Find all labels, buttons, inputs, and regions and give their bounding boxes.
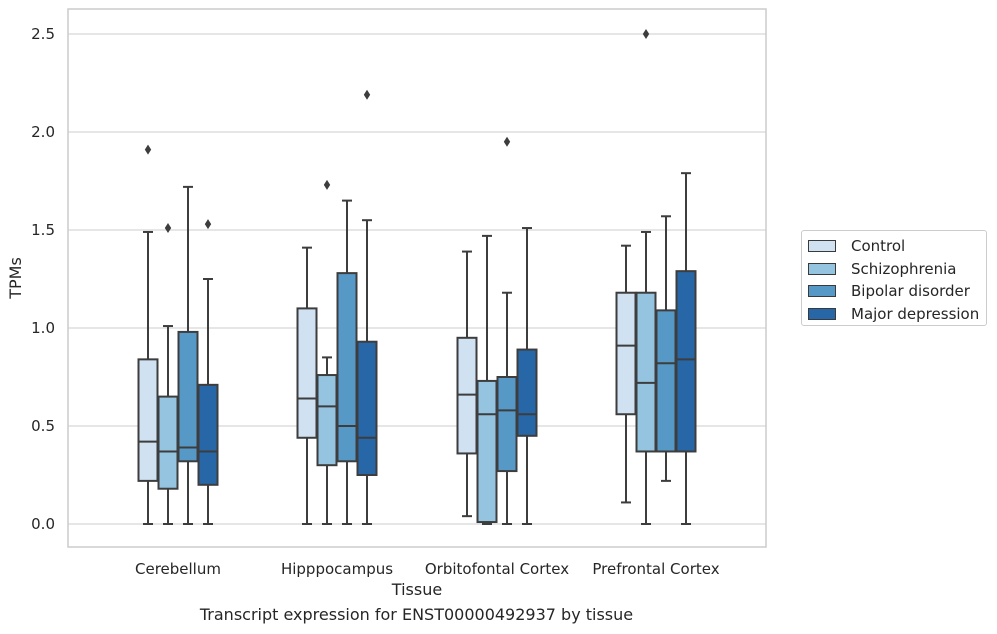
y-tick-label: 0.5: [31, 417, 55, 435]
box-body: [356, 340, 378, 476]
legend: Control Schizophrenia Bipolar disorder M…: [801, 230, 987, 326]
box-schizophrenia: [635, 29, 657, 525]
box-bipolar-disorder: [336, 199, 358, 525]
legend-item-bipolar: Bipolar disorder: [808, 280, 986, 303]
box-bipolar-disorder: [496, 136, 518, 525]
box-body: [336, 272, 358, 463]
outlier-marker: [164, 223, 172, 234]
legend-swatch: [808, 285, 836, 298]
box-control: [296, 246, 318, 525]
box-body: [197, 383, 219, 486]
box-bipolar-disorder: [655, 215, 677, 482]
box-body: [516, 348, 538, 437]
box-body: [157, 395, 179, 490]
y-tick-label: 2.0: [31, 123, 55, 141]
x-axis-label: Tissue: [391, 580, 442, 599]
legend-item-major-depression: Major depression: [808, 303, 986, 326]
y-tick-label: 2.5: [31, 25, 55, 43]
box-body: [496, 376, 518, 473]
legend-swatch: [808, 262, 836, 275]
box-major-depression: [356, 89, 378, 525]
x-tick-label: Prefrontal Cortex: [592, 560, 719, 578]
box-control: [615, 244, 637, 504]
y-axis-label: TPMs: [6, 257, 25, 300]
x-tick-label: Orbitofontal Cortex: [425, 560, 569, 578]
legend-item-schizophrenia: Schizophrenia: [808, 258, 986, 281]
box-body: [296, 307, 318, 439]
y-tick-label: 1.5: [31, 221, 55, 239]
outlier-marker: [323, 179, 331, 190]
box-body: [476, 379, 498, 524]
legend-label: Control: [851, 237, 906, 256]
outlier-marker: [642, 29, 650, 39]
box-schizophrenia: [316, 179, 338, 525]
outlier-marker: [503, 136, 511, 147]
chart-caption: Transcript expression for ENST0000049293…: [199, 605, 634, 624]
legend-label: Schizophrenia: [851, 259, 957, 278]
y-tick-label: 0.0: [31, 515, 55, 533]
outlier-marker: [144, 144, 152, 155]
plot-frame: [67, 8, 767, 548]
box-bipolar-disorder: [177, 185, 199, 525]
box-body: [655, 309, 677, 453]
outlier-marker: [204, 219, 212, 230]
box-body: [137, 358, 159, 482]
legend-label: Major depression: [851, 304, 980, 323]
box-body: [635, 291, 657, 453]
box-body: [675, 270, 697, 453]
legend-swatch: [808, 307, 836, 320]
box-body: [177, 330, 199, 463]
y-tick-label: 1.0: [31, 319, 55, 337]
box-major-depression: [675, 172, 697, 525]
legend-label: Bipolar disorder: [851, 282, 970, 301]
outlier-marker: [363, 89, 371, 100]
box-control: [456, 250, 478, 518]
legend-item-control: Control: [808, 235, 986, 258]
box-body: [615, 291, 637, 416]
box-schizophrenia: [157, 223, 179, 525]
box-major-depression: [197, 219, 219, 525]
box-body: [316, 374, 338, 467]
legend-swatch: [808, 240, 836, 253]
x-tick-label: Hipppocampus: [281, 560, 393, 578]
box-major-depression: [516, 227, 538, 525]
box-schizophrenia: [476, 234, 498, 525]
x-tick-label: Cerebellum: [135, 560, 221, 578]
box-control: [137, 144, 159, 525]
